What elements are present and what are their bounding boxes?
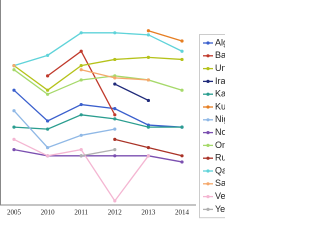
point [79, 148, 83, 152]
point [146, 55, 150, 60]
legend-label: Qat [215, 165, 225, 175]
point [113, 117, 117, 121]
legend-marker [206, 54, 210, 58]
point [46, 53, 50, 57]
point [12, 137, 16, 141]
x-tick-label: 2005 [7, 209, 22, 217]
x-tick-label: 2010 [41, 209, 56, 217]
point [12, 64, 16, 68]
legend-marker [206, 207, 210, 211]
legend-marker [206, 41, 210, 45]
legend-marker [206, 131, 210, 135]
x-tick-label: 2012 [108, 209, 123, 217]
point [79, 68, 83, 72]
legend-marker [206, 79, 210, 83]
point [46, 88, 50, 92]
point [79, 113, 83, 117]
point [113, 57, 117, 62]
point [146, 154, 150, 158]
point [79, 154, 83, 158]
series-line [13, 69, 183, 96]
point [46, 127, 50, 131]
point [113, 199, 117, 203]
x-tick-label: 2013 [141, 209, 156, 217]
point [46, 146, 50, 150]
point [113, 107, 117, 111]
series-line [148, 30, 183, 42]
legend-label: Nig [215, 114, 225, 124]
point [79, 78, 83, 82]
chart: 2005 2010 2011 2012 2013 2014 Alg Bah Uni Irac Kaz… [0, 0, 225, 219]
point [12, 109, 16, 113]
point [46, 154, 50, 158]
point [146, 78, 150, 82]
legend-marker [206, 67, 210, 71]
point [79, 102, 83, 107]
series-line [81, 149, 115, 157]
point [146, 98, 150, 103]
legend-label: Rus [215, 153, 225, 163]
point [79, 49, 83, 53]
point [12, 88, 16, 92]
point [113, 148, 117, 152]
point [79, 31, 83, 35]
point [113, 127, 117, 131]
legend-marker [206, 143, 210, 147]
legend-label: Sau [215, 178, 225, 188]
legend-marker [206, 105, 210, 109]
legend-marker [206, 182, 210, 186]
legend-label: Kaz [215, 89, 225, 99]
point [113, 76, 117, 80]
point [113, 31, 117, 35]
point [113, 154, 117, 158]
point [113, 113, 117, 117]
legend-marker [206, 169, 210, 173]
point [12, 148, 16, 152]
series-line [13, 110, 115, 149]
point [113, 82, 117, 86]
legend-label: Yer [215, 204, 225, 214]
point [79, 133, 83, 137]
series-line [114, 83, 149, 102]
legend-label: Kuv [215, 101, 225, 111]
series-line [13, 114, 182, 130]
point [180, 160, 184, 164]
point [180, 125, 184, 129]
point [180, 57, 184, 62]
point [46, 119, 50, 123]
point [46, 74, 50, 78]
legend-marker [206, 195, 210, 199]
legend-label: Irac [215, 76, 225, 86]
legend-box [199, 34, 225, 219]
point [79, 64, 83, 68]
point [180, 88, 184, 92]
point [146, 125, 150, 129]
legend-label: Nor [215, 127, 225, 137]
legend-label: Ven [215, 191, 225, 201]
point [46, 92, 50, 96]
point [180, 39, 184, 43]
legend-marker [206, 156, 210, 160]
point [12, 68, 16, 72]
legend-label: Bah [215, 50, 225, 60]
point [146, 29, 150, 33]
point [180, 49, 184, 53]
series-line [13, 149, 183, 163]
legend-label: Uni [215, 63, 225, 73]
x-tick-label: 2014 [175, 209, 190, 217]
legend-label: Alg [215, 37, 225, 47]
point [12, 125, 16, 129]
point [113, 137, 117, 141]
legend-marker [206, 92, 210, 96]
point [146, 146, 150, 150]
legend-marker [206, 118, 210, 122]
legend-label: Om [215, 140, 225, 150]
point [180, 154, 184, 158]
series-line [13, 56, 183, 92]
point [146, 33, 150, 37]
series-line [13, 89, 183, 128]
series-line [13, 32, 183, 67]
x-tick-label: 2011 [74, 209, 88, 217]
